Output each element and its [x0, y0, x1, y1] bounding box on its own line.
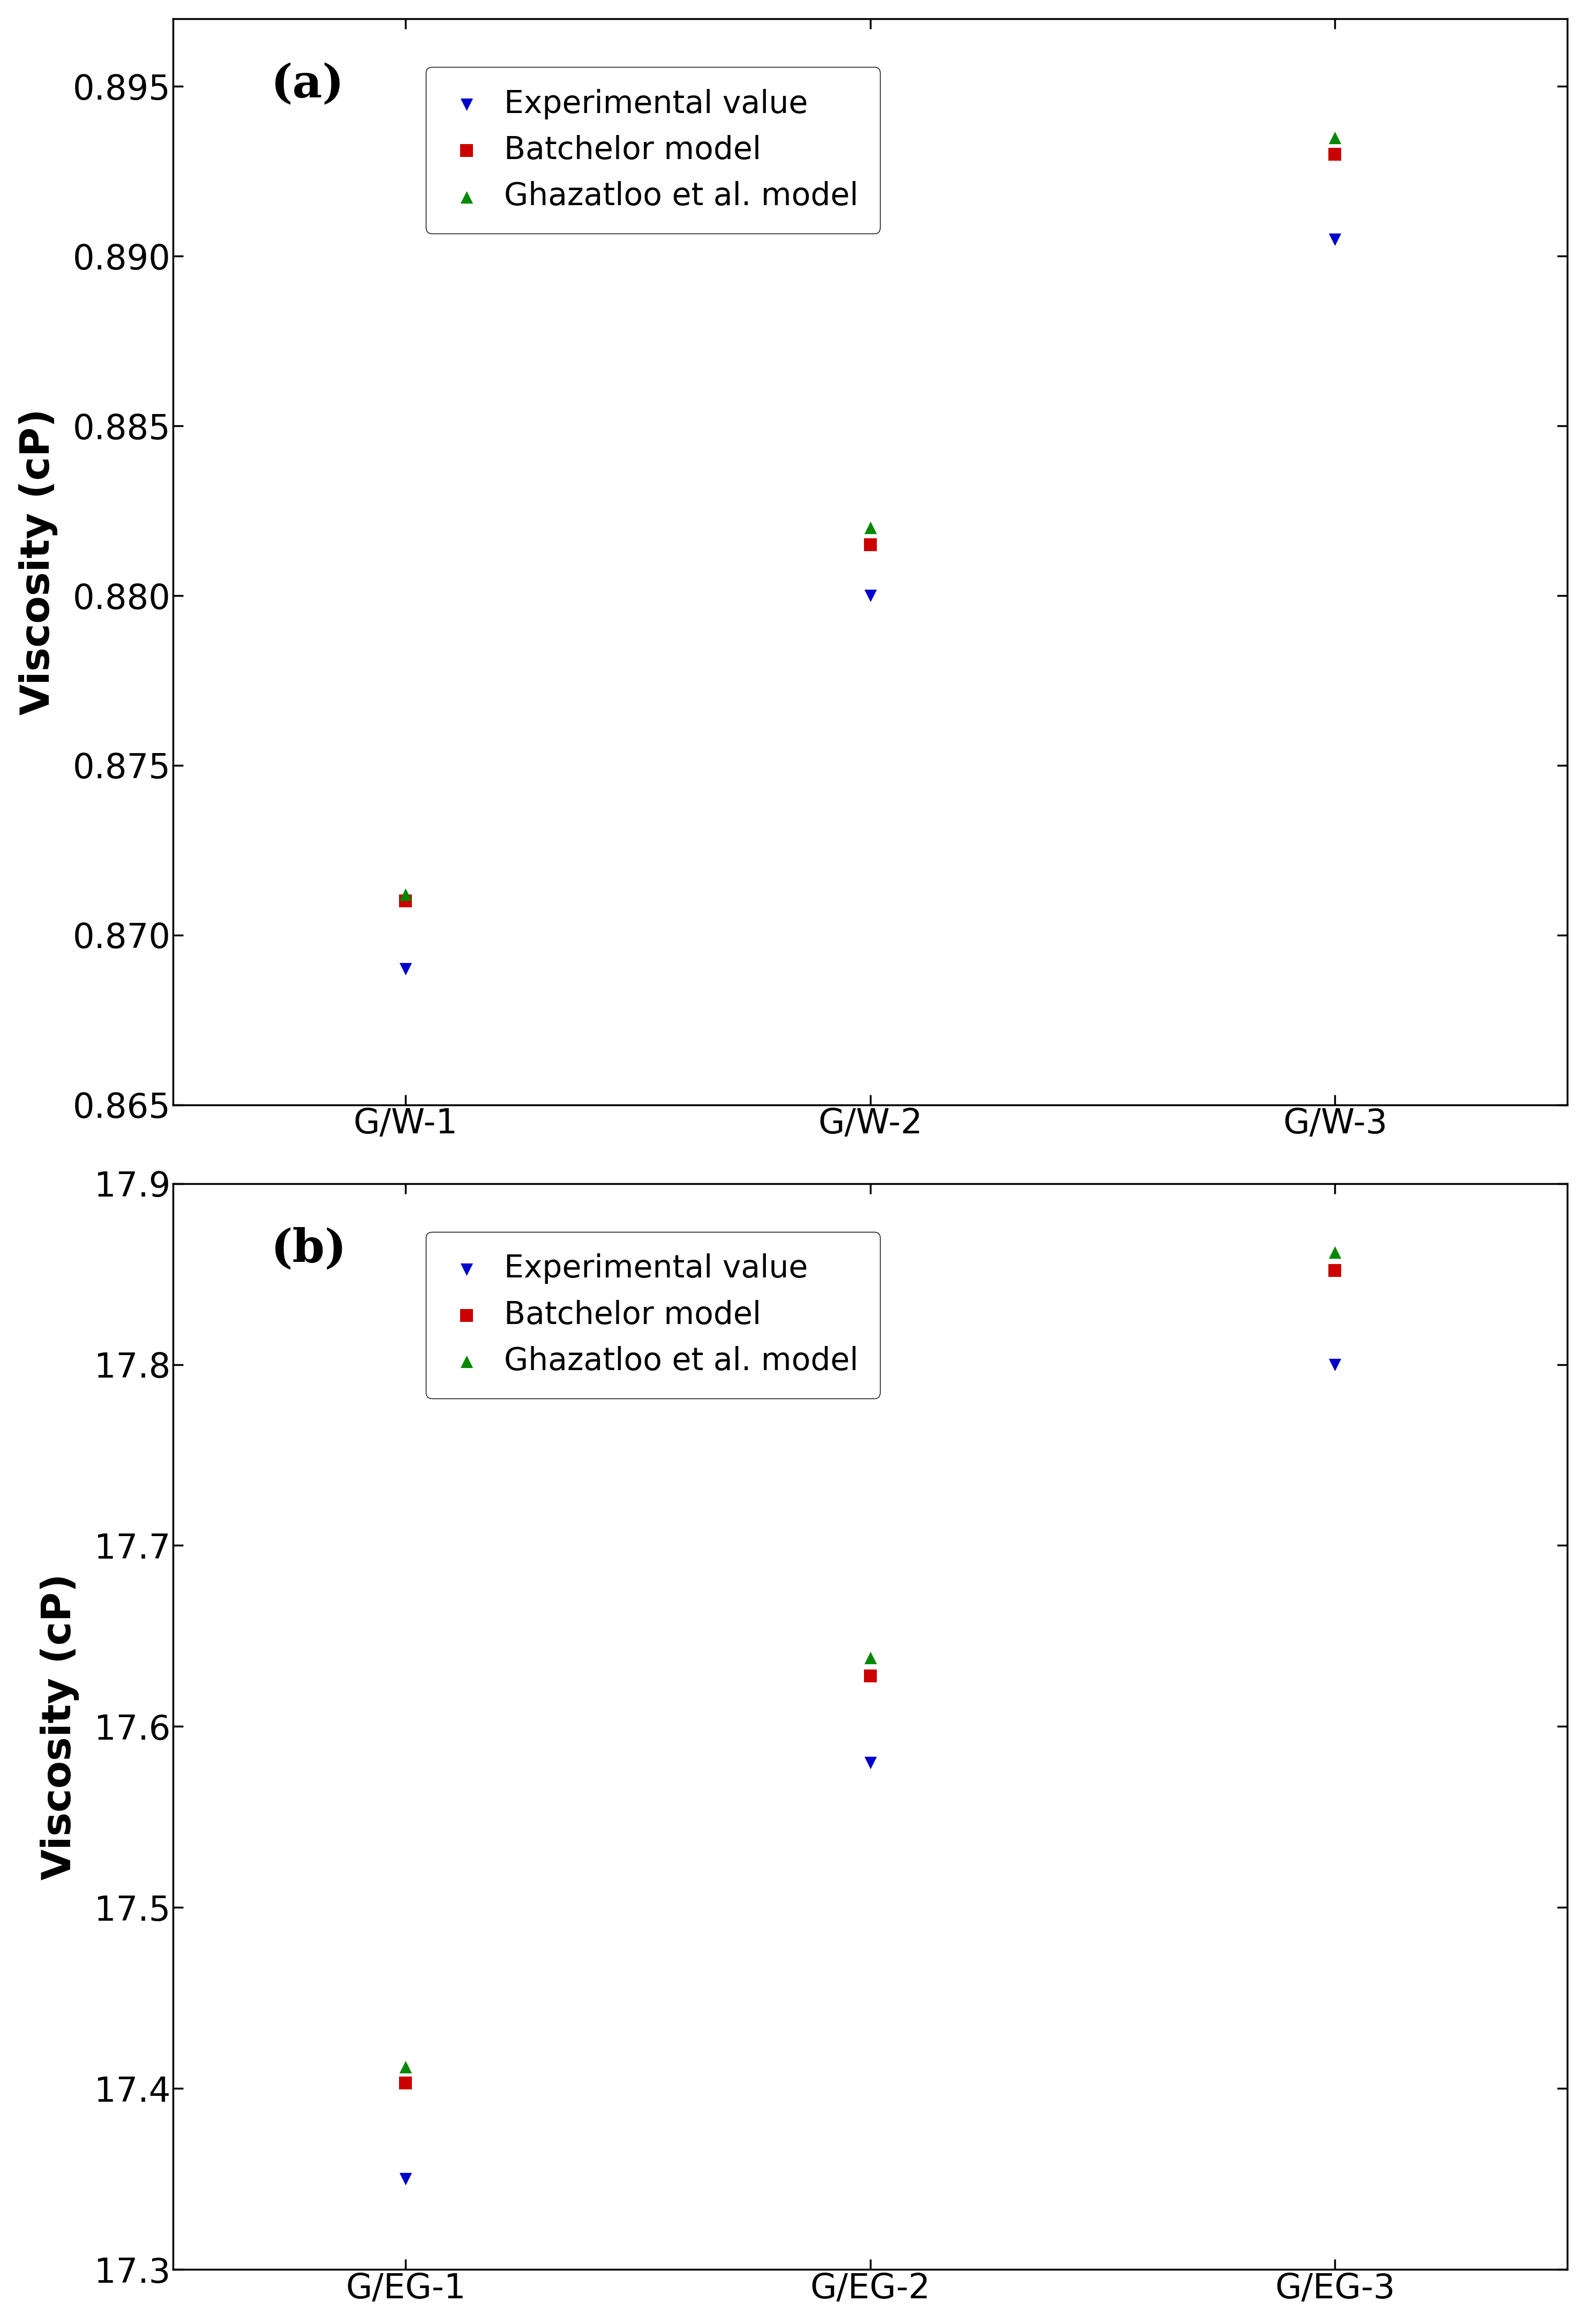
Batchelor model: [858, 1657, 883, 1694]
Y-axis label: Viscosity (cP): Viscosity (cP): [40, 1573, 79, 1880]
Batchelor model: [1323, 1253, 1348, 1290]
Experimental value: [1323, 221, 1348, 258]
Ghazatloo et al. model: [858, 509, 883, 546]
Batchelor model: [393, 2064, 419, 2101]
Batchelor model: [858, 525, 883, 562]
Experimental value: [393, 951, 419, 988]
Batchelor model: [393, 883, 419, 920]
Experimental value: [858, 1743, 883, 1780]
Y-axis label: Viscosity (cP): Viscosity (cP): [19, 409, 57, 716]
Ghazatloo et al. model: [1323, 119, 1348, 156]
Legend: Experimental value, Batchelor model, Ghazatloo et al. model: Experimental value, Batchelor model, Gha…: [425, 67, 880, 232]
Legend: Experimental value, Batchelor model, Ghazatloo et al. model: Experimental value, Batchelor model, Gha…: [425, 1232, 880, 1399]
Text: (b): (b): [271, 1227, 347, 1271]
Batchelor model: [1323, 135, 1348, 172]
Ghazatloo et al. model: [1323, 1234, 1348, 1271]
Ghazatloo et al. model: [393, 876, 419, 913]
Ghazatloo et al. model: [858, 1638, 883, 1676]
Experimental value: [393, 2161, 419, 2199]
Ghazatloo et al. model: [393, 2047, 419, 2085]
Experimental value: [858, 576, 883, 614]
Experimental value: [1323, 1346, 1348, 1383]
Text: (a): (a): [271, 63, 344, 107]
